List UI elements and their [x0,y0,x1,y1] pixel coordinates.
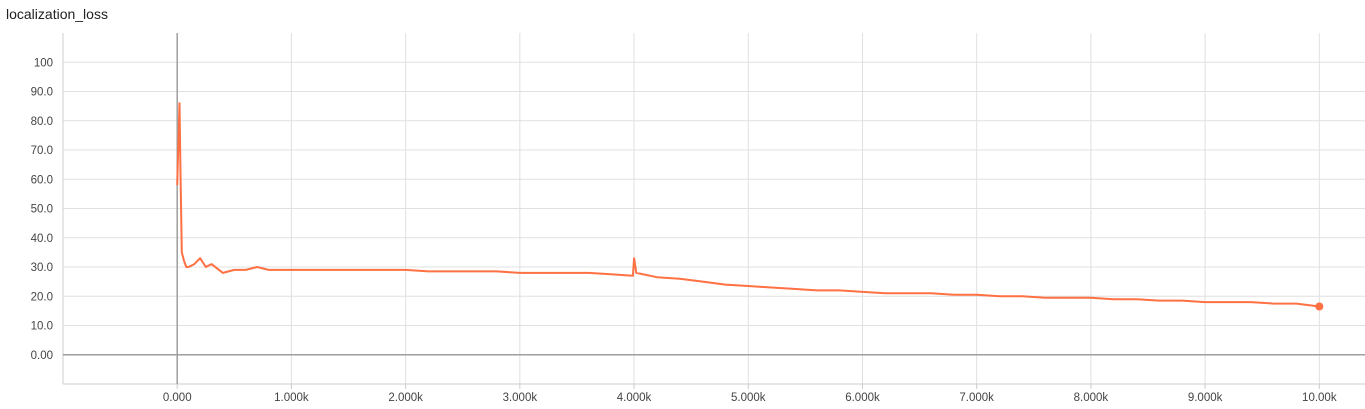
x-tick-label: 3.000k [503,392,538,404]
y-tick-label: 70.0 [31,145,53,157]
y-tick-label: 100 [34,57,53,69]
x-tick-label: 8.000k [1074,392,1109,404]
series-layer [176,102,1324,311]
y-tick-label: 80.0 [31,116,53,128]
y-tick-label: 20.0 [31,291,53,303]
y-tick-label: 90.0 [31,87,53,99]
x-axis-ticks: 0.000 1.000k 2.000k 3.000k 4.000k 5.000k 6.000… [163,384,1337,404]
x-tick-label: 5.000k [731,392,766,404]
axes [62,33,1365,385]
y-tick-label: 30.0 [31,262,53,274]
x-tick-label: 10.00k [1302,392,1337,404]
x-tick-label: 4.000k [617,392,652,404]
x-tick-label: 2.000k [388,392,423,404]
y-tick-label: 10.0 [31,321,53,333]
series-line [176,102,1320,308]
chart-title: localization_loss [6,6,108,22]
y-tick-label: 0.00 [31,350,53,362]
y-tick-label: 40.0 [31,233,53,245]
x-tick-label: 1.000k [274,392,309,404]
x-tick-label: 7.000k [959,392,994,404]
x-tick-label: 9.000k [1188,392,1223,404]
grid-lines [63,33,1365,384]
y-tick-label: 60.0 [31,174,53,186]
y-tick-label: 50.0 [31,204,53,216]
last-point-marker [1315,302,1324,311]
x-tick-label: 0.000 [163,392,192,404]
y-axis-ticks: 0.00 10.0 20.0 30.0 40.0 50.0 60.0 70.0 80.0 90.0… [31,57,53,362]
x-tick-label: 6.000k [845,392,880,404]
